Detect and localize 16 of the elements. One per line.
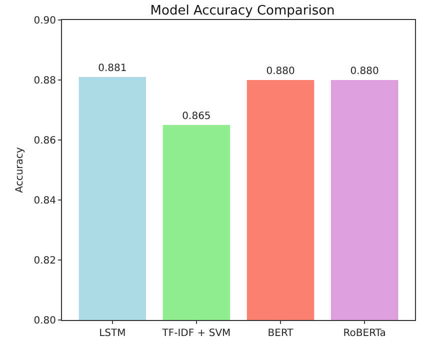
- y-tick-label: 0.84: [34, 196, 56, 206]
- x-tick-label: TF-IDF + SVM: [161, 328, 231, 339]
- data-label: 0.865: [182, 111, 211, 122]
- data-label: 0.880: [266, 66, 295, 77]
- x-tick-label: BERT: [268, 328, 294, 339]
- x-tick-label: RoBERTa: [343, 328, 386, 339]
- y-tick-label: 0.90: [34, 16, 56, 26]
- data-label: 0.880: [350, 66, 379, 77]
- y-tick-label: 0.88: [34, 76, 56, 86]
- y-tick-label: 0.86: [34, 136, 56, 146]
- y-tick-label: 0.80: [34, 316, 56, 326]
- y-tick-label: 0.82: [34, 256, 56, 266]
- x-tick-label: LSTM: [99, 328, 126, 339]
- chart-title: Model Accuracy Comparison: [150, 3, 335, 18]
- data-label: 0.881: [98, 63, 127, 74]
- y-axis-title: Accuracy: [14, 147, 26, 193]
